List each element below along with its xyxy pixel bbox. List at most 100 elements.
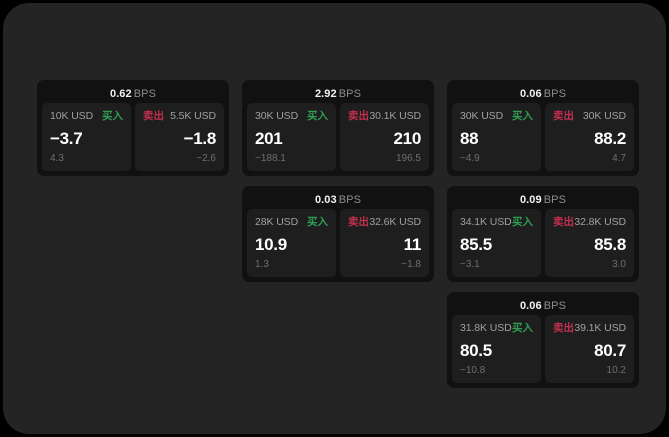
sell-price: 85.8 bbox=[594, 234, 626, 254]
buy-size-label: 28K USD bbox=[255, 216, 299, 228]
bps-unit: BPS bbox=[133, 88, 157, 100]
bps-unit: BPS bbox=[338, 88, 362, 100]
quote-card[interactable]: 0.62 BPS 10K USD 买入 −3.7 4.3 卖出 bbox=[37, 80, 229, 176]
sell-size-label: 39.1K USD bbox=[574, 322, 626, 334]
card-header: 0.06 BPS bbox=[452, 297, 634, 315]
card-header: 0.62 BPS bbox=[42, 85, 224, 103]
buy-side-label: 买入 bbox=[512, 110, 533, 122]
sell-panel[interactable]: 卖出 5.5K USD −1.8 −2.6 bbox=[135, 103, 224, 171]
card-header: 0.06 BPS bbox=[452, 85, 634, 103]
quote-card[interactable]: 0.09 BPS 34.1K USD 买入 85.5 −3.1 卖出 bbox=[447, 186, 639, 282]
buy-price: 88 bbox=[460, 128, 479, 148]
buy-side-label: 买入 bbox=[307, 216, 328, 228]
bps-unit: BPS bbox=[543, 300, 567, 312]
sell-panel-header: 卖出 39.1K USD bbox=[553, 322, 626, 335]
card-header: 0.09 BPS bbox=[452, 191, 634, 209]
quote-card[interactable]: 0.03 BPS 28K USD 买入 10.9 1.3 卖出 bbox=[242, 186, 434, 282]
quote-card-grid: 0.62 BPS 10K USD 买入 −3.7 4.3 卖出 bbox=[37, 80, 641, 388]
sell-size-label: 30K USD bbox=[582, 110, 626, 122]
sell-panel[interactable]: 卖出 32.6K USD 11 −1.8 bbox=[340, 209, 429, 277]
buy-size-label: 34.1K USD bbox=[460, 216, 512, 228]
sell-price: 11 bbox=[403, 234, 422, 254]
buy-panel-header: 30K USD 买入 bbox=[255, 110, 328, 123]
sell-price: 88.2 bbox=[594, 128, 626, 148]
quote-column-3: 0.06 BPS 30K USD 买入 88 −4.9 卖出 bbox=[447, 80, 639, 388]
buy-delta: 1.3 bbox=[255, 259, 269, 270]
card-panels: 34.1K USD 买入 85.5 −3.1 卖出 32.8K USD 85.8… bbox=[452, 209, 634, 277]
buy-size-label: 30K USD bbox=[460, 110, 504, 122]
buy-panel[interactable]: 30K USD 买入 88 −4.9 bbox=[452, 103, 541, 171]
card-panels: 10K USD 买入 −3.7 4.3 卖出 5.5K USD −1.8 −2.… bbox=[42, 103, 224, 171]
sell-size-label: 32.8K USD bbox=[574, 216, 626, 228]
card-panels: 30K USD 买入 88 −4.9 卖出 30K USD 88.2 4.7 bbox=[452, 103, 634, 171]
card-panels: 30K USD 买入 201 −188.1 卖出 30.1K USD 210 1… bbox=[247, 103, 429, 171]
sell-panel-header: 卖出 5.5K USD bbox=[143, 110, 216, 123]
card-header: 2.92 BPS bbox=[247, 85, 429, 103]
quote-column-2: 2.92 BPS 30K USD 买入 201 −188.1 卖出 bbox=[242, 80, 434, 282]
sell-delta: 10.2 bbox=[606, 365, 626, 376]
sell-side-label: 卖出 bbox=[143, 110, 164, 122]
buy-panel-header: 34.1K USD 买入 bbox=[460, 216, 533, 229]
quote-card[interactable]: 0.06 BPS 31.8K USD 买入 80.5 −10.8 卖出 bbox=[447, 292, 639, 388]
buy-delta: −10.8 bbox=[460, 365, 486, 376]
buy-side-label: 买入 bbox=[102, 110, 123, 122]
sell-size-label: 30.1K USD bbox=[369, 110, 421, 122]
sell-size-label: 5.5K USD bbox=[170, 110, 216, 122]
buy-panel[interactable]: 28K USD 买入 10.9 1.3 bbox=[247, 209, 336, 277]
quote-card[interactable]: 2.92 BPS 30K USD 买入 201 −188.1 卖出 bbox=[242, 80, 434, 176]
sell-side-label: 卖出 bbox=[348, 216, 369, 228]
buy-panel-header: 28K USD 买入 bbox=[255, 216, 328, 229]
buy-panel[interactable]: 34.1K USD 买入 85.5 −3.1 bbox=[452, 209, 541, 277]
buy-size-label: 31.8K USD bbox=[460, 322, 512, 334]
bps-unit: BPS bbox=[543, 88, 567, 100]
buy-panel[interactable]: 10K USD 买入 −3.7 4.3 bbox=[42, 103, 131, 171]
sell-delta: −2.6 bbox=[196, 153, 216, 164]
quotes-canvas: 0.62 BPS 10K USD 买入 −3.7 4.3 卖出 bbox=[3, 3, 666, 434]
sell-side-label: 卖出 bbox=[553, 322, 574, 334]
sell-panel[interactable]: 卖出 32.8K USD 85.8 3.0 bbox=[545, 209, 634, 277]
buy-panel[interactable]: 30K USD 买入 201 −188.1 bbox=[247, 103, 336, 171]
sell-side-label: 卖出 bbox=[348, 110, 369, 122]
sell-panel-header: 卖出 32.6K USD bbox=[348, 216, 421, 229]
bps-unit: BPS bbox=[543, 194, 567, 206]
buy-price: 85.5 bbox=[460, 234, 492, 254]
buy-panel-header: 31.8K USD 买入 bbox=[460, 322, 533, 335]
bps-value: 0.06 bbox=[519, 88, 542, 100]
sell-panel-header: 卖出 30.1K USD bbox=[348, 110, 421, 123]
buy-side-label: 买入 bbox=[512, 322, 533, 334]
buy-panel[interactable]: 31.8K USD 买入 80.5 −10.8 bbox=[452, 315, 541, 383]
sell-delta: 3.0 bbox=[612, 259, 626, 270]
buy-size-label: 10K USD bbox=[50, 110, 94, 122]
sell-panel[interactable]: 卖出 30.1K USD 210 196.5 bbox=[340, 103, 429, 171]
sell-delta: −1.8 bbox=[401, 259, 421, 270]
bps-unit: BPS bbox=[338, 194, 362, 206]
buy-delta: −3.1 bbox=[460, 259, 480, 270]
buy-side-label: 买入 bbox=[307, 110, 328, 122]
sell-side-label: 卖出 bbox=[553, 110, 574, 122]
card-panels: 31.8K USD 买入 80.5 −10.8 卖出 39.1K USD 80.… bbox=[452, 315, 634, 383]
sell-delta: 4.7 bbox=[612, 153, 626, 164]
buy-delta: 4.3 bbox=[50, 153, 64, 164]
buy-delta: −4.9 bbox=[460, 153, 480, 164]
buy-panel-header: 10K USD 买入 bbox=[50, 110, 123, 123]
sell-price: −1.8 bbox=[183, 128, 217, 148]
sell-panel-header: 卖出 32.8K USD bbox=[553, 216, 626, 229]
bps-value: 0.03 bbox=[314, 194, 337, 206]
buy-price: 80.5 bbox=[460, 340, 492, 360]
sell-panel[interactable]: 卖出 30K USD 88.2 4.7 bbox=[545, 103, 634, 171]
buy-price: −3.7 bbox=[50, 128, 83, 148]
buy-price: 10.9 bbox=[255, 234, 287, 254]
card-header: 0.03 BPS bbox=[247, 191, 429, 209]
buy-delta: −188.1 bbox=[255, 153, 286, 164]
bps-value: 2.92 bbox=[314, 88, 337, 100]
quote-card[interactable]: 0.06 BPS 30K USD 买入 88 −4.9 卖出 bbox=[447, 80, 639, 176]
buy-price: 201 bbox=[255, 128, 283, 148]
quote-column-1: 0.62 BPS 10K USD 买入 −3.7 4.3 卖出 bbox=[37, 80, 229, 176]
sell-price: 80.7 bbox=[594, 340, 626, 360]
sell-side-label: 卖出 bbox=[553, 216, 574, 228]
sell-delta: 196.5 bbox=[395, 153, 421, 164]
card-panels: 28K USD 买入 10.9 1.3 卖出 32.6K USD 11 −1.8 bbox=[247, 209, 429, 277]
buy-panel-header: 30K USD 买入 bbox=[460, 110, 533, 123]
sell-panel-header: 卖出 30K USD bbox=[553, 110, 626, 123]
sell-panel[interactable]: 卖出 39.1K USD 80.7 10.2 bbox=[545, 315, 634, 383]
